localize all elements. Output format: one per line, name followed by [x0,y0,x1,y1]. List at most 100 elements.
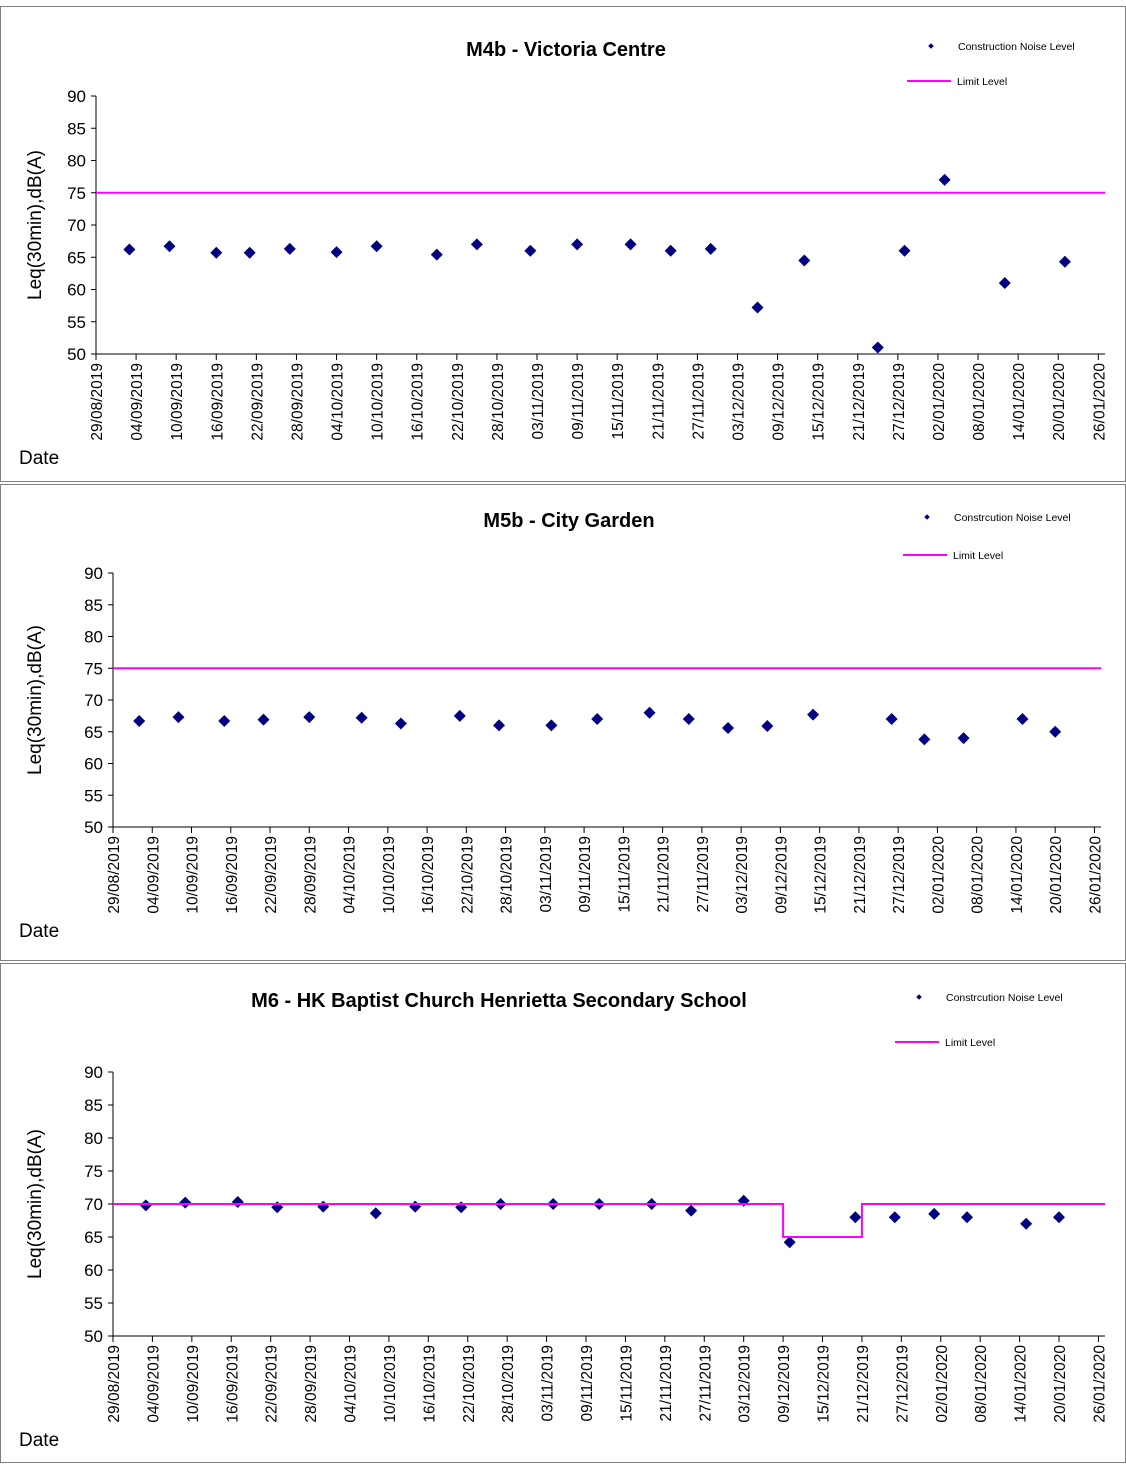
x-tick-label: 28/09/2019 [289,363,306,441]
data-point [685,1204,698,1217]
data-point [1053,1211,1066,1224]
y-axis-label: Leq(30min),dB(A) [25,1129,46,1279]
data-point [624,238,637,251]
x-tick-label: 02/01/2020 [930,836,947,914]
y-tick-label: 55 [84,1294,103,1313]
x-tick-label: 29/08/2019 [106,1345,123,1423]
legend-label-noise: Constrcution Noise Level [946,992,1063,1004]
y-tick-label: 90 [84,564,103,583]
data-point [243,246,256,259]
chart-title: M6 - HK Baptist Church Henrietta Seconda… [251,990,747,1012]
x-tick-label: 29/08/2019 [89,363,106,441]
y-tick-label: 85 [84,596,103,615]
x-tick-label: 08/01/2020 [973,1345,990,1423]
x-tick-label: 02/01/2020 [934,1345,951,1423]
chart-title: M5b - City Garden [483,510,654,532]
data-point [938,173,951,186]
x-tick-label: 10/10/2019 [382,1345,399,1423]
y-tick-label: 65 [84,723,103,742]
legend-marker-noise [928,43,934,49]
x-tick-label: 04/10/2019 [343,1345,360,1423]
x-tick-label: 28/09/2019 [303,1345,320,1423]
data-point [218,714,231,727]
x-axis-label: Date [19,448,59,469]
x-tick-label: 16/10/2019 [421,1345,438,1423]
data-point [370,240,383,253]
y-tick-label: 70 [84,691,103,710]
data-point [257,713,270,726]
chart-svg-m5b: M5b - City Garden 50 55 60 65 70 75 80 85 90 29/08… [19,510,1104,942]
x-tick-label: 15/12/2019 [813,836,830,914]
data-point [664,244,677,257]
x-tick-label: 10/09/2019 [185,836,202,914]
chart-panel-m6: M6 - HK Baptist Church Henrietta Seconda… [0,963,1126,1463]
x-axis-label: Date [19,1430,59,1451]
x-tick-label: 16/09/2019 [209,363,226,441]
data-point [355,711,368,724]
x-tick-label: 21/12/2019 [852,836,869,914]
x-tick-label: 20/01/2020 [1048,836,1065,914]
x-tick-label: 29/08/2019 [106,836,123,914]
x-tick-label: 09/12/2019 [776,1345,793,1423]
x-tick-label: 10/09/2019 [185,1345,202,1423]
x-tick-label: 10/09/2019 [169,363,186,441]
data-point [722,721,735,734]
data-point [317,1200,330,1213]
data-point [303,711,316,724]
chart-title: M4b - Victoria Centre [466,39,666,61]
x-tick-label: 04/10/2019 [330,363,347,441]
y-tick-label: 60 [67,281,86,300]
x-tick-label: 20/01/2020 [1052,1345,1069,1423]
y-tick-label: 65 [67,248,86,267]
x-tick-label: 22/10/2019 [459,836,476,914]
data-point [1016,713,1029,726]
x-tick-label: 15/12/2019 [816,1345,833,1423]
y-tick-label: 70 [84,1195,103,1214]
x-tick-label: 20/01/2020 [1051,363,1068,441]
data-point [430,248,443,261]
y-tick-label: 60 [84,755,103,774]
data-point [493,719,506,732]
y-tick-label: 90 [84,1063,103,1082]
x-tick-label: 09/12/2019 [771,363,788,441]
y-tick-label: 50 [84,818,103,837]
x-tick-label: 16/10/2019 [420,836,437,914]
x-tick-label: 27/12/2019 [891,363,908,441]
data-point [849,1211,862,1224]
data-point [163,240,176,253]
data-point [898,244,911,257]
x-tick-label: 02/01/2020 [931,363,948,441]
y-tick-label: 50 [84,1327,103,1346]
data-point [798,254,811,267]
y-tick-label: 60 [84,1261,103,1280]
x-tick-label: 03/12/2019 [730,363,747,441]
x-tick-label: 16/10/2019 [410,363,427,441]
data-point [928,1207,941,1220]
y-tick-label: 80 [84,1129,103,1148]
data-point [807,708,820,721]
legend-marker-noise [916,994,922,1000]
x-tick-label: 21/11/2019 [658,1345,675,1421]
y-tick-label: 65 [84,1228,103,1247]
x-tick-label: 28/09/2019 [302,836,319,914]
x-tick-label: 03/11/2019 [538,836,555,912]
x-tick-label: 22/09/2019 [263,836,280,914]
x-tick-label: 09/11/2019 [570,363,587,439]
x-tick-label: 03/11/2019 [530,363,547,439]
data-point [545,719,558,732]
x-tick-label: 22/09/2019 [249,363,266,441]
x-tick-label: 15/11/2019 [618,1345,635,1421]
y-tick-label: 75 [84,659,103,678]
data-point [704,242,717,255]
x-tick-label: 04/09/2019 [145,836,162,914]
x-tick-label: 21/11/2019 [650,363,667,439]
data-point [918,733,931,746]
x-tick-label: 08/01/2020 [970,836,987,914]
x-tick-label: 27/11/2019 [690,363,707,439]
legend-label-limit: Limit Level [957,76,1007,88]
x-tick-label: 28/10/2019 [500,1345,517,1423]
data-point [133,714,146,727]
y-tick-label: 50 [67,345,86,364]
y-axis-label: Leq(30min),dB(A) [25,625,46,775]
chart-panel-m4b: M4b - Victoria Centre 50 55 60 65 70 75 80 85 90 2… [0,6,1126,482]
